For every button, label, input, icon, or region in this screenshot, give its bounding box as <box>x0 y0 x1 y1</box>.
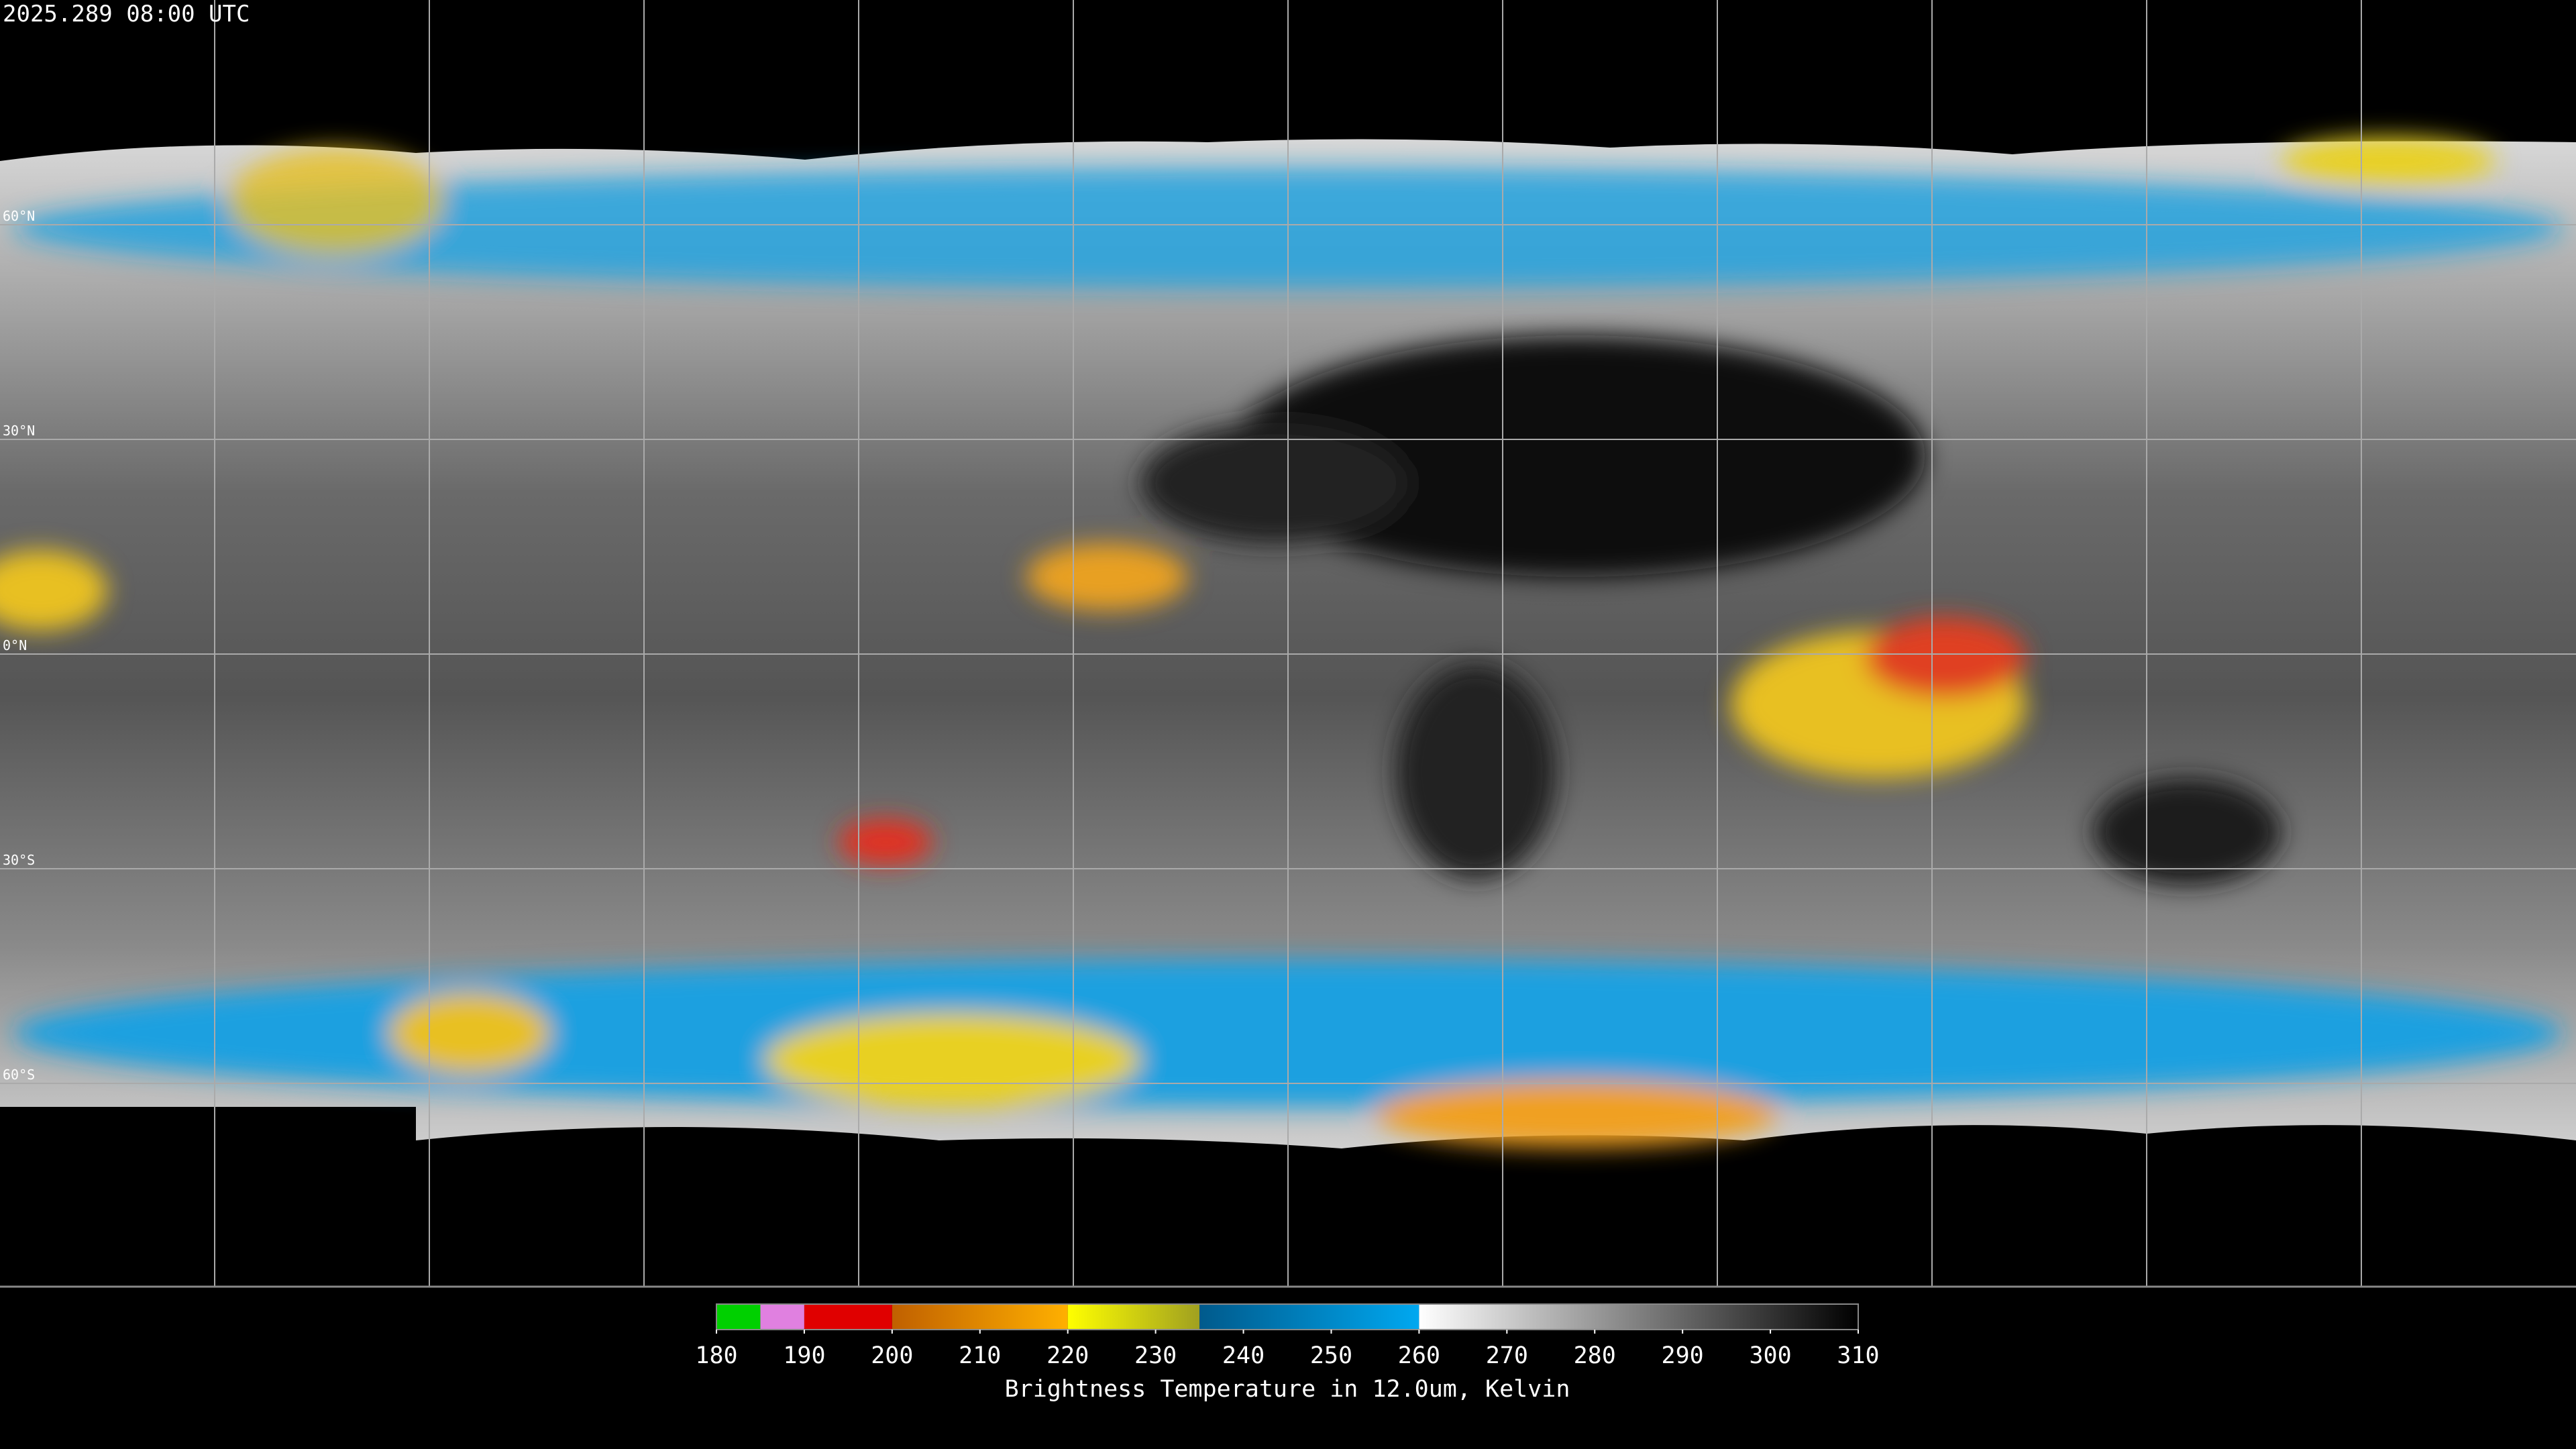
colorbar-tick-label: 310 <box>1837 1342 1879 1369</box>
colorbar-segment <box>892 1304 1068 1330</box>
colorbar-tick-label: 200 <box>871 1342 913 1369</box>
colorbar-segment <box>716 1304 761 1330</box>
colorbar-tick-label: 190 <box>783 1342 825 1369</box>
colorbar-tick-label: 230 <box>1134 1342 1177 1369</box>
colorbar-frame <box>716 1303 1859 1330</box>
colorbar-tick-label: 270 <box>1486 1342 1528 1369</box>
colorbar-label: Brightness Temperature in 12.0um, Kelvin <box>1005 1376 1570 1403</box>
lat-label: 30°N <box>3 423 35 439</box>
colorbar-tick-label: 220 <box>1046 1342 1089 1369</box>
colorbar-segment <box>1199 1304 1419 1330</box>
colorbar-segment <box>760 1304 804 1330</box>
lat-label: 0°N <box>3 637 27 653</box>
timestamp: 2025.289 08:00 UTC <box>3 1 250 28</box>
colorbar: 180 190 200 210 220 230 240 250 260 270 280 290 300 3… <box>695 1303 1880 1369</box>
colorbar-tick-label: 280 <box>1574 1342 1616 1369</box>
colorbar-tick-label: 260 <box>1398 1342 1440 1369</box>
colorbar-segment <box>1067 1304 1200 1330</box>
colorbar-tick-label: 210 <box>959 1342 1001 1369</box>
colorbar-tick-label: 300 <box>1749 1342 1791 1369</box>
lat-label: 60°S <box>3 1067 35 1083</box>
colorbar-tick-label: 290 <box>1662 1342 1704 1369</box>
colorbar-tick-label: 180 <box>695 1342 737 1369</box>
colorbar-segment <box>1419 1304 1858 1330</box>
lat-label: 60°N <box>3 208 35 224</box>
colorbar-tick-label: 240 <box>1222 1342 1265 1369</box>
lat-label: 30°S <box>3 852 35 868</box>
colorbar-tick-label: 250 <box>1310 1342 1352 1369</box>
graticule <box>0 0 2576 1287</box>
colorbar-segment <box>804 1304 892 1330</box>
